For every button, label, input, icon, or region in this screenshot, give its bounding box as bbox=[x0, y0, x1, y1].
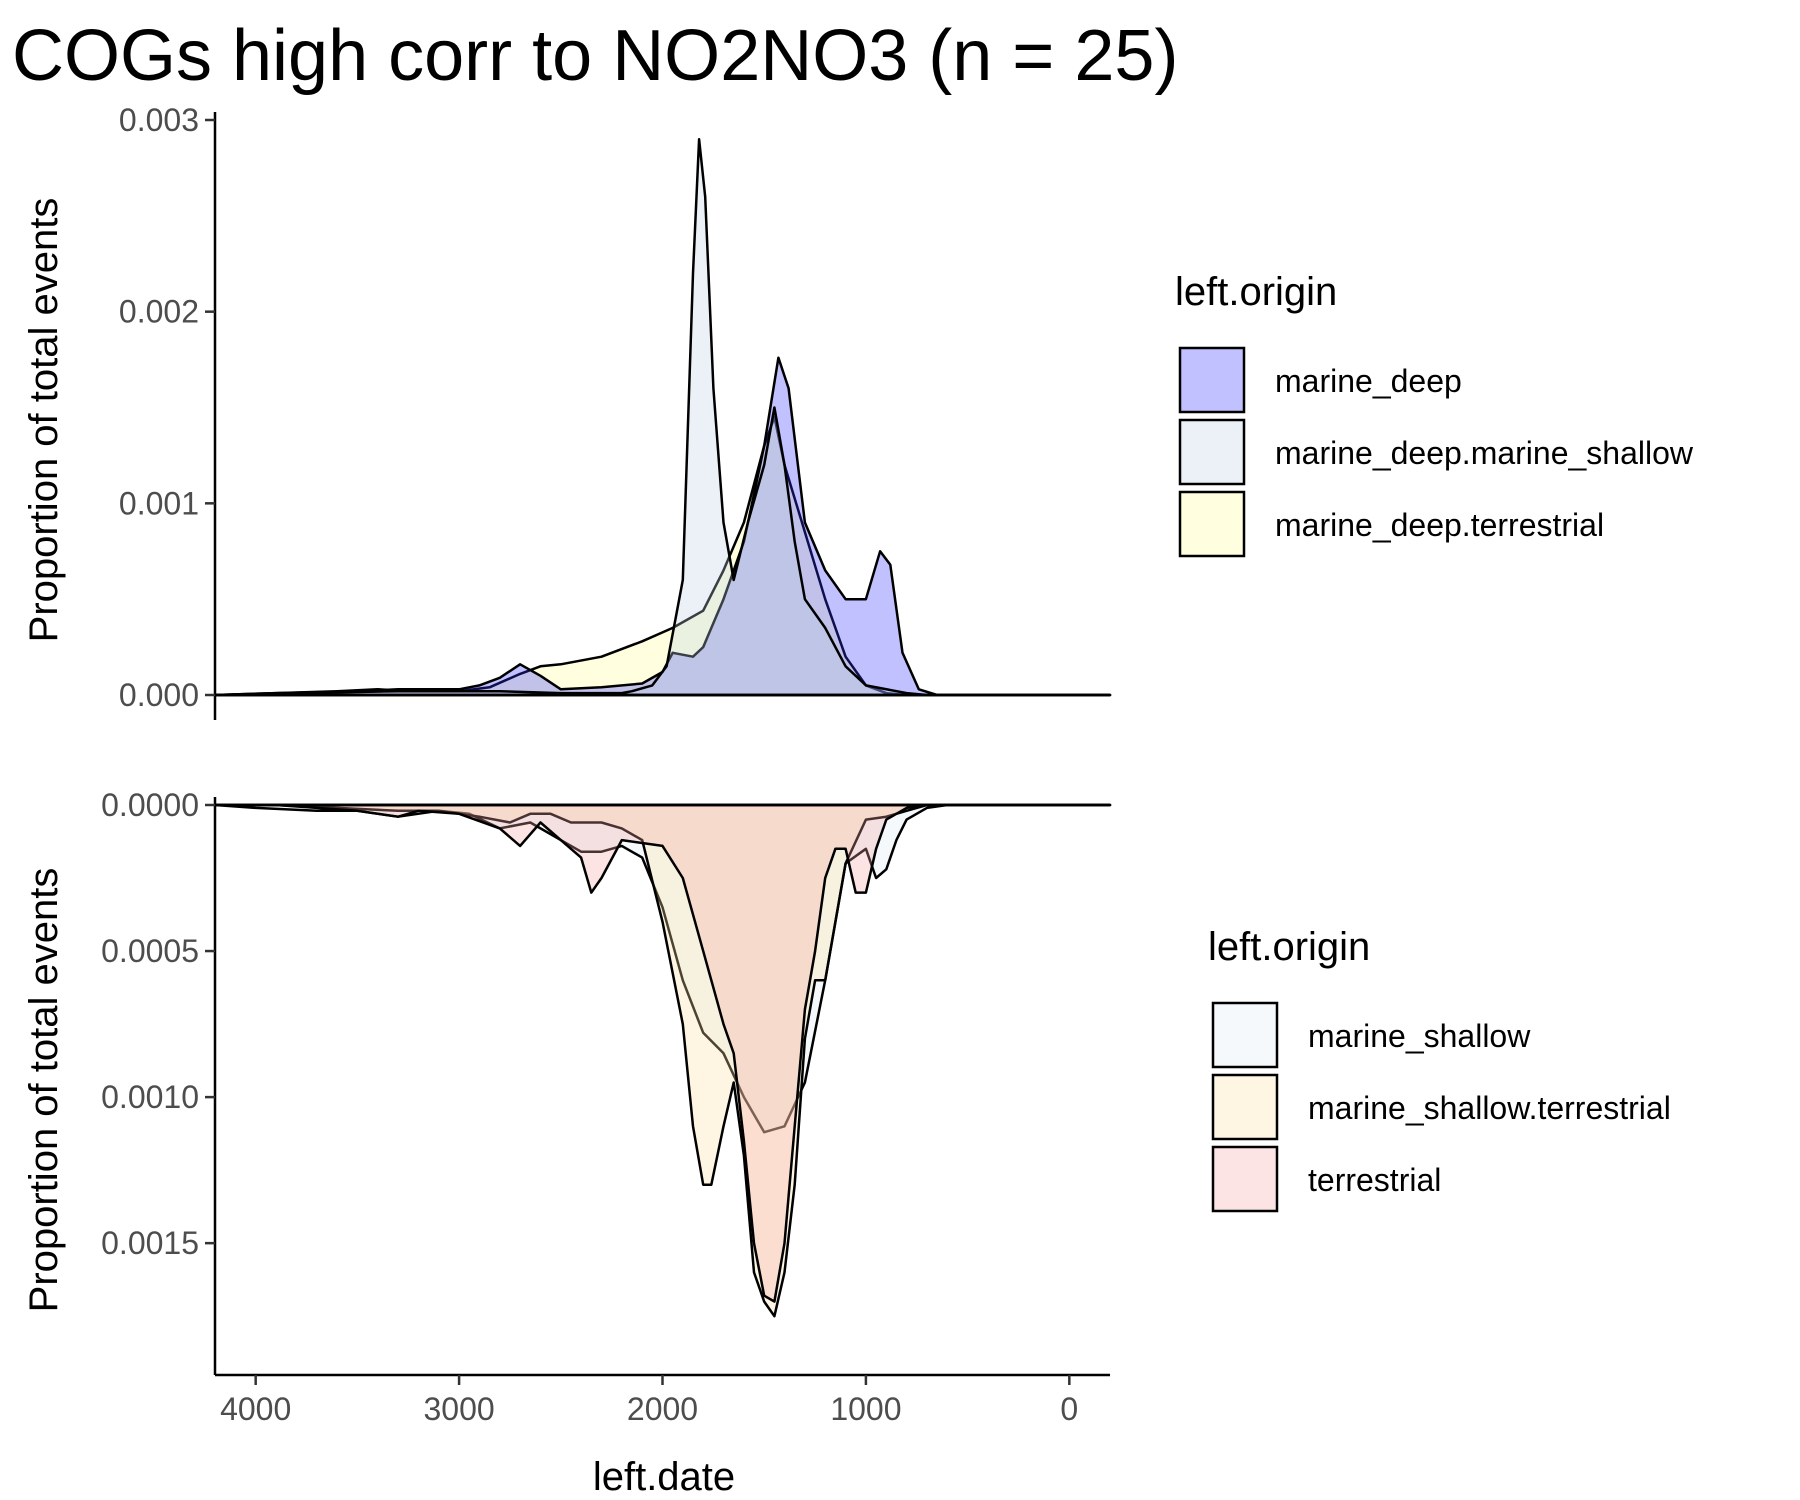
density-marine-deep-marine-shallow bbox=[213, 137, 1112, 697]
legend-key-marine-deep-marine-shallow bbox=[1178, 418, 1246, 486]
density-marine-deep bbox=[213, 356, 1112, 697]
y-tick-label-top: 0.000 bbox=[119, 677, 199, 713]
density-terrestrial bbox=[213, 803, 1112, 1303]
x-tick-label: 0 bbox=[1060, 1391, 1078, 1427]
y-tick-label-bottom: 0.0000 bbox=[101, 787, 199, 823]
legend-key-marine-shallow-terrestrial bbox=[1211, 1073, 1279, 1141]
y-axis-title-top: Proportion of total events bbox=[22, 198, 66, 643]
legend-key-marine-deep bbox=[1178, 346, 1246, 414]
x-axis-title: left.date bbox=[593, 1455, 735, 1499]
y-tick-label-top: 0.001 bbox=[119, 485, 199, 521]
y-tick-label-top: 0.003 bbox=[119, 102, 199, 138]
density-marine-shallow-terrestrial bbox=[213, 803, 1112, 1318]
legend-title: left.origin bbox=[1208, 925, 1370, 969]
x-tick-label: 2000 bbox=[627, 1391, 698, 1427]
legend-label-terrestrial: terrestrial bbox=[1308, 1162, 1441, 1198]
legend-label-marine-deep: marine_deep bbox=[1275, 363, 1462, 399]
legend-key-marine-shallow bbox=[1211, 1001, 1279, 1069]
legend-label-marine-deep-marine-shallow: marine_deep.marine_shallow bbox=[1275, 435, 1694, 471]
legend-label-marine-shallow-terrestrial: marine_shallow.terrestrial bbox=[1308, 1090, 1671, 1126]
legend-top: left.origin marine_deep marine_deep.marine… bbox=[1175, 270, 1694, 558]
y-axis-title-bottom: Proportion of total events bbox=[22, 868, 66, 1313]
chart-title: COGs high corr to NO2NO3 (n = 25) bbox=[12, 16, 1178, 96]
panel-bottom: 0.0000 0.0005 0.0010 0.0015 Proportion of to… bbox=[22, 787, 1671, 1375]
y-tick-label-bottom: 0.0010 bbox=[101, 1079, 199, 1115]
x-tick-label: 3000 bbox=[423, 1391, 494, 1427]
x-tick-label: 1000 bbox=[830, 1391, 901, 1427]
y-tick-label-bottom: 0.0015 bbox=[101, 1225, 199, 1261]
y-tick-label-top: 0.002 bbox=[119, 294, 199, 330]
legend-label-marine-deep-terrestrial: marine_deep.terrestrial bbox=[1275, 507, 1604, 543]
x-tick-label: 4000 bbox=[220, 1391, 291, 1427]
legend-label-marine-shallow: marine_shallow bbox=[1308, 1018, 1531, 1054]
legend-key-marine-deep-terrestrial bbox=[1178, 490, 1246, 558]
legend-bottom: left.origin marine_shallow marine_shallow.… bbox=[1208, 925, 1671, 1213]
legend-title: left.origin bbox=[1175, 270, 1337, 314]
panel-top: 0.000 0.001 0.002 0.003 Proportion of total … bbox=[22, 102, 1694, 720]
y-tick-label-bottom: 0.0005 bbox=[101, 933, 199, 969]
legend-key-terrestrial bbox=[1211, 1145, 1279, 1213]
density-marine-deep-terrestrial bbox=[213, 415, 1112, 697]
